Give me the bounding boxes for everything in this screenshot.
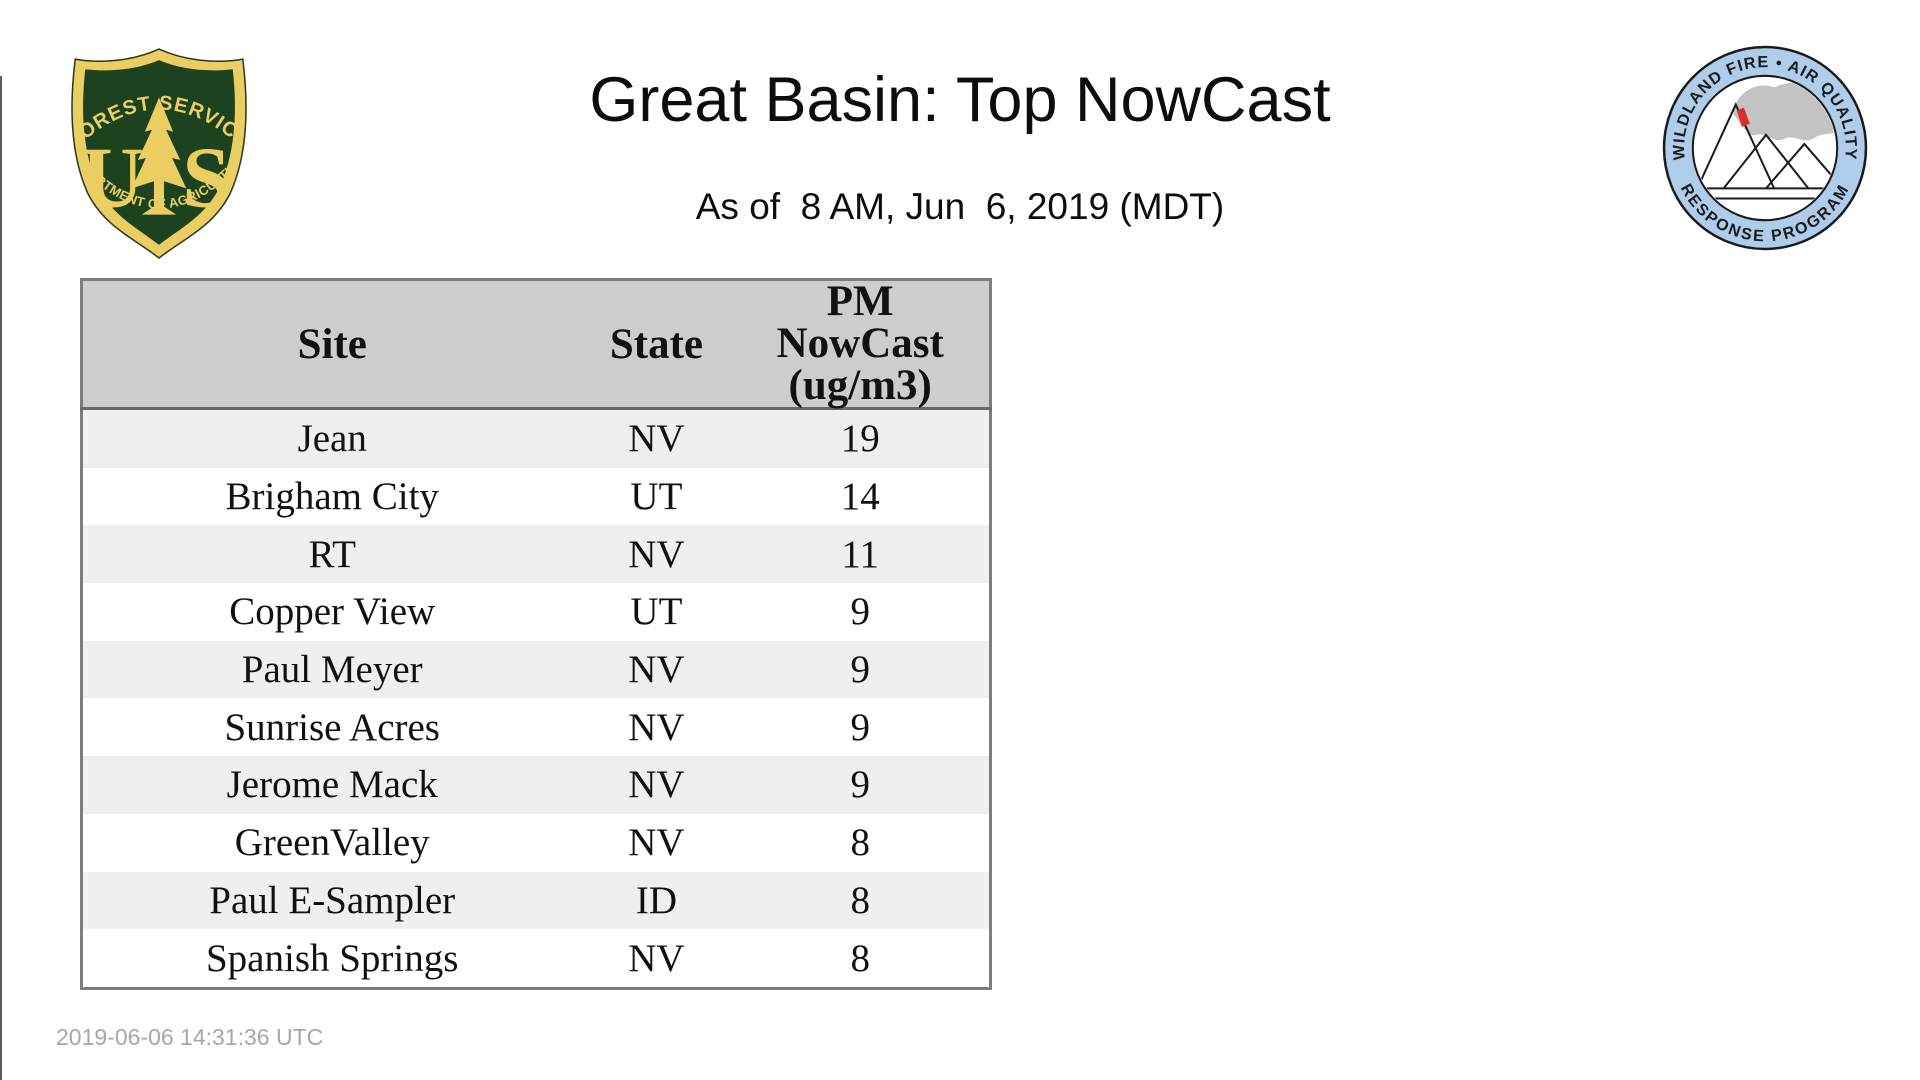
table-row: GreenValley NV 8 bbox=[81, 813, 991, 872]
state-cell: UT bbox=[630, 590, 683, 634]
table-row: Sunrise Acres NV 9 bbox=[81, 698, 991, 757]
column-header-state: State bbox=[581, 279, 732, 410]
flame-icon bbox=[1736, 107, 1750, 127]
state-cell: NV bbox=[628, 532, 685, 576]
site-cell: Paul Meyer bbox=[241, 648, 423, 692]
table-row: Paul Meyer NV 9 bbox=[81, 640, 991, 699]
nowcast-table: Site State PM NowCast (ug/m3) Jean NV 19… bbox=[80, 278, 992, 990]
wfaqrp-logo: WILDLAND FIRE • AIR QUALITY RESPONSE PRO… bbox=[1662, 45, 1868, 251]
value-cell: 8 bbox=[850, 936, 870, 980]
footer-timestamp: 2019-06-06 14:31:36 UTC bbox=[56, 1024, 324, 1050]
value-cell: 14 bbox=[840, 475, 880, 519]
table-row: Spanish Springs NV 8 bbox=[81, 929, 991, 989]
pm-header-line3: (ug/m3) bbox=[788, 362, 932, 409]
table-row: RT NV 11 bbox=[81, 525, 991, 584]
state-cell: NV bbox=[628, 417, 685, 461]
column-header-pm-nowcast: PM NowCast (ug/m3) bbox=[731, 278, 991, 410]
state-cell: ID bbox=[635, 878, 677, 922]
value-cell: 8 bbox=[850, 821, 870, 865]
table-row: Jerome Mack NV 9 bbox=[81, 756, 991, 814]
state-cell: NV bbox=[628, 936, 685, 980]
column-header-site: Site bbox=[81, 279, 582, 410]
pine-tree-icon bbox=[131, 97, 187, 215]
table-row: Paul E-Sampler ID 8 bbox=[81, 871, 991, 930]
monogram-u: U bbox=[81, 129, 144, 225]
pm-header-line1: PM bbox=[826, 278, 894, 325]
value-cell: 19 bbox=[840, 417, 880, 461]
site-cell: Brigham City bbox=[225, 475, 439, 519]
mountains-icon bbox=[1695, 102, 1836, 200]
value-cell: 8 bbox=[850, 878, 870, 922]
pm-header-line2: NowCast bbox=[776, 320, 944, 367]
table-row: Jean NV 19 bbox=[81, 408, 991, 468]
table-row: Brigham City UT 14 bbox=[81, 467, 991, 526]
site-cell: Paul E-Sampler bbox=[209, 878, 456, 922]
monogram-s: S bbox=[182, 129, 230, 225]
site-cell: Jerome Mack bbox=[226, 763, 438, 807]
window-edge-line bbox=[0, 76, 2, 1080]
state-cell: NV bbox=[628, 763, 685, 807]
state-cell: NV bbox=[628, 705, 685, 749]
site-cell: Copper View bbox=[229, 590, 436, 634]
table-row: Copper View UT 9 bbox=[81, 583, 991, 641]
value-cell: 11 bbox=[841, 532, 879, 576]
site-cell: Spanish Springs bbox=[205, 936, 459, 980]
state-cell: NV bbox=[628, 648, 685, 692]
forest-service-logo: FOREST SERVICE U S DEPARTMENT OF AGRICUL… bbox=[66, 47, 247, 259]
value-cell: 9 bbox=[850, 705, 870, 749]
value-cell: 9 bbox=[850, 648, 870, 692]
page-subtitle: As of 8 AM, Jun 6, 2019 (MDT) bbox=[695, 186, 1225, 227]
state-cell: NV bbox=[628, 821, 685, 865]
value-cell: 9 bbox=[850, 763, 870, 807]
state-cell: UT bbox=[630, 475, 683, 519]
site-cell: Sunrise Acres bbox=[224, 705, 440, 749]
site-cell: GreenValley bbox=[234, 821, 430, 865]
site-cell: RT bbox=[308, 532, 356, 576]
page-title: Great Basin: Top NowCast bbox=[589, 65, 1331, 135]
table-header-row: Site State PM NowCast (ug/m3) bbox=[81, 278, 991, 410]
site-cell: Jean bbox=[297, 417, 367, 461]
value-cell: 9 bbox=[850, 590, 870, 634]
